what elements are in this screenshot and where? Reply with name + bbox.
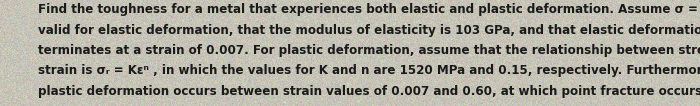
Text: Find the toughness for a metal that experiences both elastic and plastic deforma: Find the toughness for a metal that expe…: [38, 3, 700, 16]
Text: strain is σᵣ = Kεⁿ , in which the values for K and n are 1520 MPa and 0.15, resp: strain is σᵣ = Kεⁿ , in which the values…: [38, 64, 700, 77]
Text: valid for elastic deformation, that the modulus of elasticity is 103 GPa, and th: valid for elastic deformation, that the …: [38, 24, 700, 37]
Text: plastic deformation occurs between strain values of 0.007 and 0.60, at which poi: plastic deformation occurs between strai…: [38, 85, 700, 98]
Text: terminates at a strain of 0.007. For plastic deformation, assume that the relati: terminates at a strain of 0.007. For pla…: [38, 44, 700, 57]
